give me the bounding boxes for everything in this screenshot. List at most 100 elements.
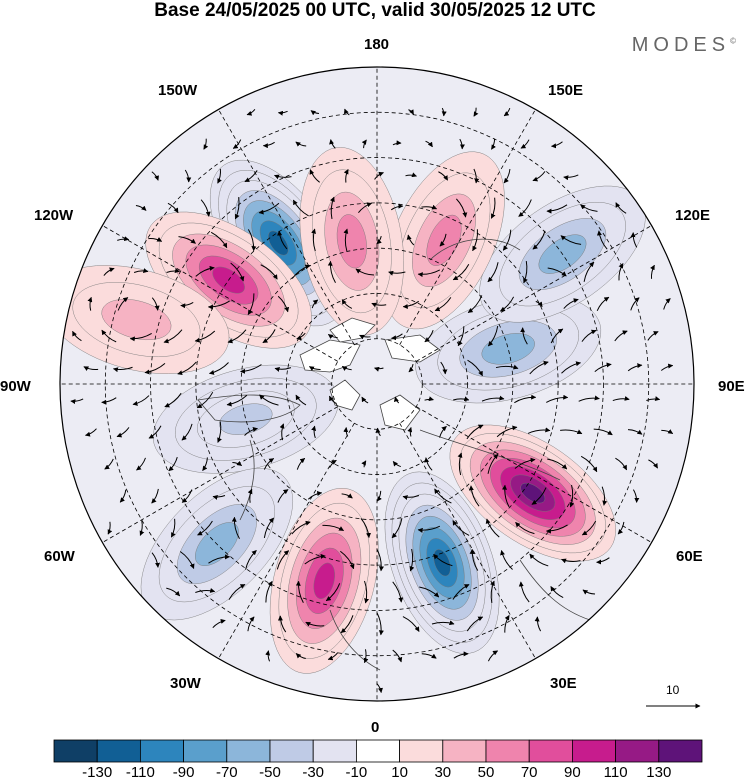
wind-arrow [518,581,530,603]
wind-arrow [390,203,404,211]
wind-arrow [311,228,316,252]
wind-arrow [632,489,640,503]
wind-arrow [168,457,178,472]
lon-label-30w: 30W [170,675,201,692]
colorbar-segment [183,739,228,763]
wind-arrow [195,587,216,594]
lon-label-120e: 120E [675,207,711,224]
latitude-circle [150,157,604,611]
colorbar-tick-label: -130 [82,764,113,781]
wind-arrow [425,140,433,148]
modes-logo: MODES© [632,34,736,57]
wind-arrow [660,363,674,371]
anomaly-contour [219,403,273,435]
wind-arrow [196,391,214,409]
wind-arrow [208,362,229,375]
wind-arrow [433,553,453,567]
wind-arrow [327,333,338,340]
wind-arrow [117,236,130,242]
wind-arrow [166,268,180,273]
colorbar-segment [615,739,660,763]
wind-arrow [532,230,546,250]
wind-arrow [343,427,349,437]
wind-arrow [583,261,595,282]
wind-arrow [473,168,480,184]
wind-arrow [274,174,292,180]
wind-arrow [593,428,613,436]
wind-arrow [459,138,465,150]
wind-arrow [340,615,354,634]
colorbar-tick-label: 90 [564,764,581,781]
wind-arrow [360,518,372,539]
wind-arrow [329,459,337,468]
wind-arrow [133,268,149,273]
wind-arrow [116,427,130,438]
wind-arrow [265,650,271,662]
colorbar-segment [572,739,617,763]
reference-vector-label: 10 [666,683,680,697]
wind-arrow [262,329,276,344]
lon-label-0: 0 [371,719,380,736]
lon-label-60w: 60W [44,548,75,565]
wind-arrow [164,392,182,408]
meridian-line [218,109,355,345]
wind-arrow [330,196,335,220]
meridian-line [399,423,536,659]
wind-arrow [440,361,448,375]
wind-arrow [499,296,515,312]
wind-arrow [203,138,209,150]
wind-arrow [547,458,568,470]
wind-arrow [376,490,382,502]
wind-arrow [405,172,417,178]
wind-arrow [388,270,406,276]
wind-arrow [151,171,159,181]
wind-arrow [467,359,483,377]
wind-arrow [504,614,510,633]
wind-arrow [247,229,257,252]
wind-arrow [502,229,512,251]
colorbar [53,739,703,763]
wind-arrow [468,485,480,507]
latitude-circle [240,247,514,521]
wind-arrow [487,453,499,474]
wind-arrow [343,169,349,183]
wind-arrow [434,488,452,504]
colorbar-tick-label: 70 [520,764,538,781]
wind-arrow [263,517,275,539]
wind-arrow [503,107,511,117]
wind-arrow [307,491,323,500]
wind-arrow [343,108,350,116]
wind-arrow [232,139,242,149]
brand-mark: © [730,36,736,46]
wind-arrow [276,550,290,570]
wind-arrow [129,332,152,342]
wind-arrow [375,427,381,437]
wind-arrow [523,260,528,284]
wind-arrow [364,580,370,604]
colorbar-tick-label: -70 [215,764,238,781]
wind-arrow [391,333,403,341]
wind-arrow [453,651,469,659]
wind-arrow [392,581,404,603]
background-field [60,67,694,701]
wind-arrow [490,197,496,219]
wind-arrow [580,455,598,473]
wind-arrow [363,649,369,664]
wind-arrow [325,583,341,602]
wind-arrow [358,202,373,214]
wind-arrow [419,586,440,598]
colorbar-tick-label: 30 [434,764,452,781]
wind-arrow [647,331,659,341]
wind-arrow [279,423,285,441]
wind-arrow [247,488,253,503]
wind-arrow [291,264,311,279]
wind-arrow [376,548,384,572]
colorbar-segment [53,739,98,763]
wind-arrow [343,228,349,252]
colorbar-segment [485,739,530,763]
wind-arrow [581,329,597,342]
wind-arrow [139,520,145,536]
anomaly-positive-5 [269,487,379,674]
wind-arrow [472,229,479,252]
wind-arrow [466,616,484,632]
